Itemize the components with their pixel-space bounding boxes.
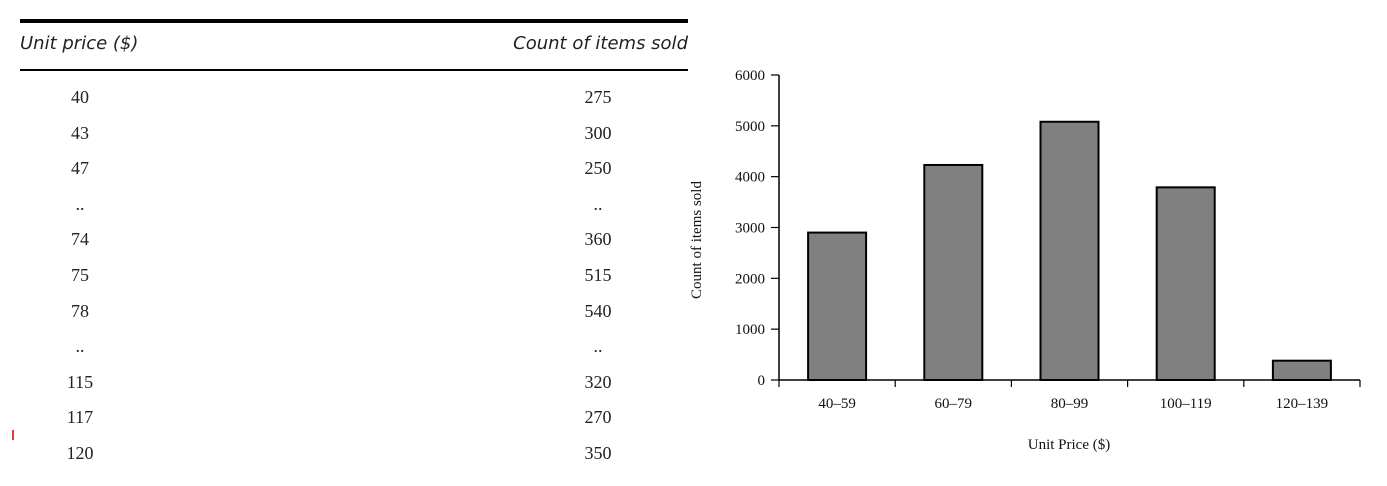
- bar-3: [1039, 120, 1100, 382]
- histogram-chart: 0 1000 2000 3000 4000 5000 6000 40–59 60–79 80–9…: [680, 60, 1387, 481]
- unit-price-cell: ..: [75, 193, 85, 214]
- header-count-items-sold: Count of items sold: [513, 33, 688, 54]
- table-header-rule: [20, 69, 688, 71]
- unit-price-cell: 120: [66, 443, 94, 463]
- bar-4: [1155, 186, 1216, 382]
- count-cell: ..: [593, 193, 603, 214]
- count-cell: 270: [584, 407, 612, 428]
- table-row: 40 275: [0, 87, 700, 111]
- x-axis-label: Unit Price ($): [1028, 437, 1110, 453]
- x-tick-label: 120–139: [1276, 396, 1329, 412]
- table-row: 74 360: [0, 229, 700, 253]
- table-row: 120 350: [0, 443, 700, 467]
- x-tick-label: 80–99: [1051, 396, 1089, 412]
- unit-price-cell: 78: [71, 300, 89, 321]
- unit-price-cell: 47: [71, 158, 89, 179]
- y-tick-label: 1000: [735, 322, 765, 338]
- table-row: 117 270: [0, 407, 700, 431]
- unit-price-cell: 115: [66, 371, 94, 392]
- y-tick-label: 5000: [735, 119, 765, 135]
- bar-5: [1271, 359, 1332, 381]
- header-unit-price: Unit price ($): [20, 33, 139, 54]
- unit-price-cell: 117: [66, 407, 94, 428]
- table-row: 78 540: [0, 301, 700, 325]
- x-tick-label: 100–119: [1160, 396, 1212, 412]
- table-row: ....: [0, 336, 700, 360]
- table-row: ....: [0, 194, 700, 218]
- unit-price-cell: 75: [71, 265, 89, 285]
- y-axis: 0 1000 2000 3000 4000 5000 6000: [735, 68, 780, 389]
- count-cell: 350: [584, 443, 612, 463]
- y-axis-label: Count of items sold: [689, 181, 705, 299]
- table-row: 75 515: [0, 265, 700, 289]
- count-cell: 320: [584, 371, 612, 392]
- y-tick-label: 2000: [735, 271, 765, 287]
- count-cell: ..: [593, 336, 603, 357]
- bar-2: [923, 163, 984, 381]
- unit-price-cell: 40: [71, 87, 89, 107]
- count-cell: 275: [584, 87, 612, 107]
- bars: [807, 120, 1332, 382]
- bar-1: [807, 231, 868, 381]
- unit-price-cell: 74: [71, 229, 89, 250]
- margin-mark: [12, 430, 14, 440]
- table-row: 115 320: [0, 372, 700, 396]
- unit-price-cell: ..: [75, 336, 85, 357]
- x-tick-label: 40–59: [818, 396, 856, 412]
- table-top-rule: [20, 19, 688, 23]
- y-tick-label: 4000: [735, 170, 765, 186]
- count-cell: 360: [584, 229, 612, 250]
- count-cell: 540: [584, 300, 612, 321]
- x-tick-label: 60–79: [935, 396, 973, 412]
- y-tick-label: 0: [758, 373, 766, 389]
- chart-svg: 0 1000 2000 3000 4000 5000 6000 40–59 60–79 80–9…: [689, 68, 1361, 453]
- y-tick-label: 3000: [735, 221, 765, 237]
- price-count-table: Unit price ($) Count of items sold 40 275…: [0, 0, 700, 481]
- count-cell: 250: [584, 158, 612, 179]
- y-tick-label: 6000: [735, 68, 765, 84]
- count-cell: 515: [584, 265, 612, 285]
- x-axis: 40–59 60–79 80–99 100–119 120–139: [778, 379, 1361, 412]
- count-cell: 300: [584, 122, 612, 143]
- table-row: 47 250: [0, 158, 700, 182]
- unit-price-cell: 43: [71, 122, 89, 143]
- table-row: 43 300: [0, 123, 700, 147]
